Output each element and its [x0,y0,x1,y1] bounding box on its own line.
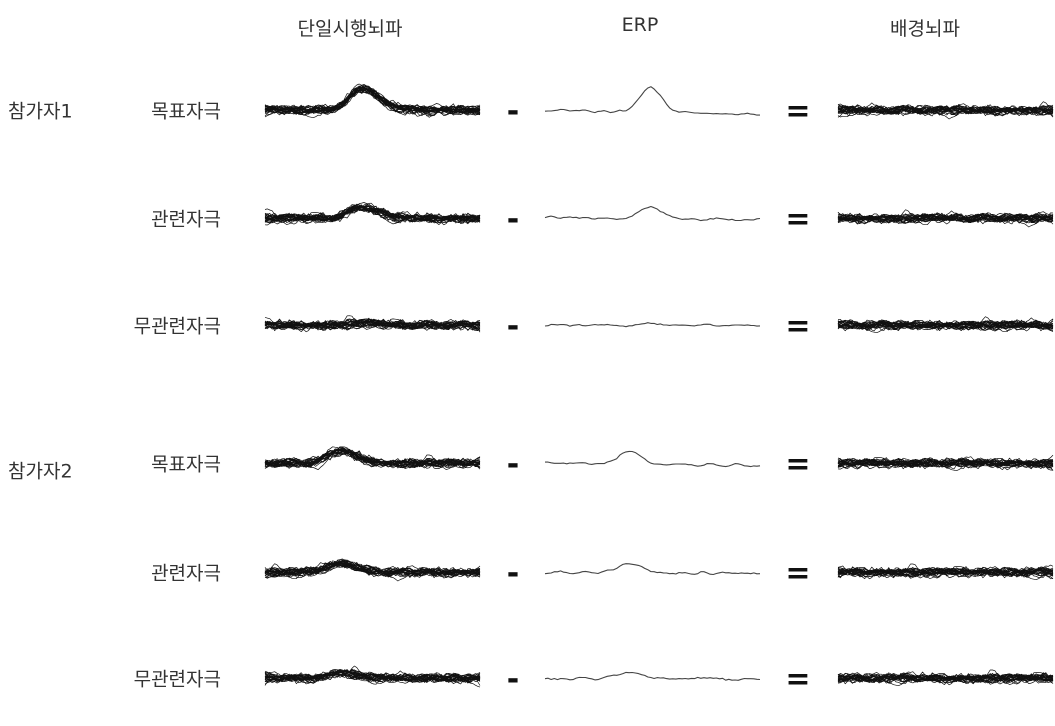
eeg-trace [837,672,1054,684]
minus-operator: - [506,94,520,129]
background-eeg-plot [837,209,1054,228]
eeg-trace [264,563,481,576]
eeg-trace [264,562,481,577]
erp-trace [545,450,761,468]
header-background-eeg: 배경뇌파 [890,18,960,40]
eeg-trace [264,86,481,115]
minus-operator: - [506,447,520,482]
minus-operator: - [506,202,520,237]
erp-trace [544,563,761,576]
stimulus-label: 관련자극 [151,208,221,231]
eeg-trace [837,319,1054,331]
eeg-trace [837,566,1054,579]
stimulus-label: 관련자극 [151,562,221,585]
stimulus-label: 무관련자극 [133,315,221,338]
stimulus-label: 목표자극 [151,100,221,123]
erp-trace [544,205,761,222]
equals-operator: = [785,662,811,697]
eeg-trace [264,87,481,115]
header-single-trial-eeg: 단일시행뇌파 [297,18,403,40]
eeg-trace [264,448,481,468]
eeg-trace [837,213,1054,224]
background-eeg-plot [837,316,1054,334]
eeg-trace [264,319,481,331]
minus-operator: - [506,662,520,697]
single-trial-eeg-plot [264,665,481,688]
erp-plot [544,671,761,681]
single-trial-eeg-plot [264,446,481,471]
eeg-trace [264,317,481,333]
stimulus-label: 목표자극 [151,453,221,476]
erp-trace [544,671,761,681]
eeg-trace [264,450,481,468]
header-erp: ERP [621,14,659,36]
erp-plot [544,86,760,116]
erp-plot [544,205,761,222]
eeg-trace [264,86,481,115]
equals-operator: = [785,447,811,482]
eeg-trace [837,672,1054,684]
eeg-trace [264,560,481,579]
eeg-trace [264,562,481,578]
eeg-trace [264,207,480,225]
eeg-trace [264,318,481,331]
eeg-trace [264,83,481,116]
eeg-trace [837,320,1054,330]
eeg-trace [837,457,1054,469]
minus-operator: - [506,556,520,591]
eeg-trace [264,205,481,224]
single-trial-eeg-plot [264,202,481,226]
eeg-trace [264,87,481,118]
erp-plot [544,563,761,576]
erp-trace [544,322,761,328]
erp-plot [544,322,761,328]
eeg-trace [264,319,481,330]
background-eeg-plot [837,101,1054,120]
equals-operator: = [785,202,811,237]
eeg-trace [837,212,1054,224]
eeg-trace [837,457,1054,470]
eeg-trace [837,673,1054,684]
erp-trace [544,86,760,116]
eeg-trace [837,213,1054,228]
eeg-trace [837,105,1054,115]
background-eeg-plot [837,454,1054,472]
participant-2-label: 참가자2 [8,460,73,483]
eeg-trace [837,674,1054,683]
participant-1-label: 참가자1 [8,100,73,123]
eeg-trace [837,316,1054,331]
background-eeg-plot [837,669,1054,687]
eeg-trace [837,105,1054,115]
single-trial-eeg-plot [264,83,481,119]
equals-operator: = [785,556,811,591]
eeg-trace [837,319,1054,333]
minus-operator: - [506,309,520,344]
background-eeg-plot [837,563,1054,581]
eeg-trace [264,563,481,578]
eeg-trace [264,669,481,683]
erp-plot [545,450,761,468]
eeg-trace [837,457,1054,470]
eeg-trace [264,668,481,684]
single-trial-eeg-plot [264,315,481,333]
equals-operator: = [785,94,811,129]
eeg-trace [837,566,1054,578]
equals-operator: = [785,309,811,344]
eeg-trace [837,567,1054,579]
eeg-trace [837,317,1054,331]
eeg-trace [837,105,1054,116]
stimulus-label: 무관련자극 [133,668,221,691]
single-trial-eeg-plot [264,558,481,582]
eeg-trace [837,568,1054,579]
eeg-trace [837,567,1054,578]
eeg-trace [837,454,1054,470]
eeg-trace [264,671,481,683]
